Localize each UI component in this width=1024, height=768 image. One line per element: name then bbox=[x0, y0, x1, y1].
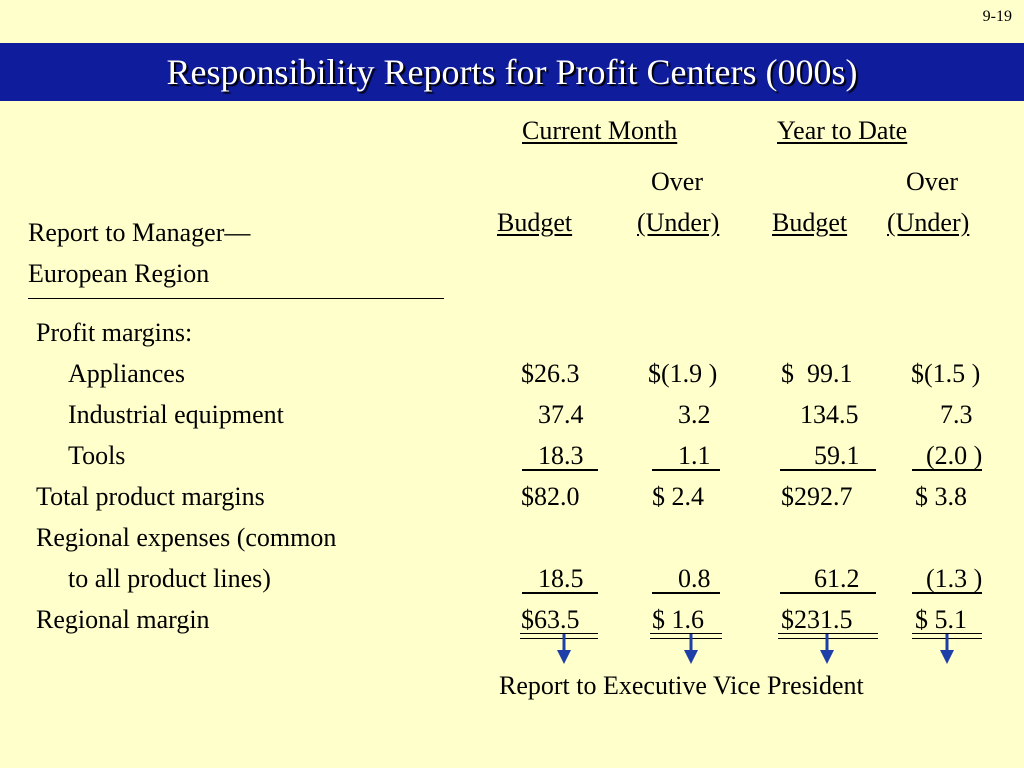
row-label-total: Total product margins bbox=[36, 482, 265, 511]
slide-number: 9-19 bbox=[982, 8, 1012, 25]
cell-regexp-cm-budget: 18.5 bbox=[538, 564, 584, 593]
cell-tools-cm-over: 1.1 bbox=[678, 441, 711, 470]
underline-tools-ytd-over bbox=[912, 469, 982, 471]
cell-industrial-ytd-over: 7.3 bbox=[940, 400, 973, 429]
cell-regexp-ytd-budget: 61.2 bbox=[814, 564, 860, 593]
cell-tools-cm-budget: 18.3 bbox=[538, 441, 584, 470]
cell-tools-ytd-over: (2.0 ) bbox=[926, 441, 983, 470]
section-divider bbox=[28, 298, 444, 299]
row-label-regional-expenses: Regional expenses (common bbox=[36, 523, 337, 552]
row-label-industrial: Industrial equipment bbox=[68, 400, 284, 429]
footer-note: Report to Executive Vice President bbox=[499, 671, 864, 700]
cell-industrial-cm-budget: 37.4 bbox=[538, 400, 584, 429]
header-over-ytd: Over bbox=[906, 167, 958, 196]
cell-appliances-cm-budget: $26.3 bbox=[521, 359, 580, 388]
underline-regexp-cm-budget bbox=[522, 592, 598, 594]
cell-total-cm-budget: $82.0 bbox=[521, 482, 580, 511]
row-label-tools: Tools bbox=[68, 441, 126, 470]
title-bar: Responsibility Reports for Profit Center… bbox=[0, 43, 1024, 101]
double-underline-cm-budget bbox=[520, 633, 598, 639]
cell-margin-ytd-budget: $231.5 bbox=[781, 605, 853, 634]
header-under-cm: (Under) bbox=[637, 208, 720, 237]
header-year-to-date: Year to Date bbox=[777, 116, 908, 145]
header-current-month: Current Month bbox=[522, 116, 678, 145]
cell-total-ytd-budget: $292.7 bbox=[781, 482, 853, 511]
header-budget-cm: Budget bbox=[497, 208, 573, 237]
row-label-regional-expenses-cont: to all product lines) bbox=[68, 564, 271, 593]
slide-title: Responsibility Reports for Profit Center… bbox=[166, 52, 858, 92]
row-label-appliances: Appliances bbox=[68, 359, 185, 388]
cell-total-ytd-over: $ 3.8 bbox=[915, 482, 967, 511]
underline-regexp-ytd-budget bbox=[780, 592, 876, 594]
cell-regexp-ytd-over: (1.3 ) bbox=[926, 564, 983, 593]
down-arrow-icon bbox=[940, 634, 954, 664]
cell-appliances-cm-over: $(1.9 ) bbox=[648, 359, 718, 388]
cell-appliances-ytd-budget: $ 99.1 bbox=[781, 359, 853, 388]
cell-tools-ytd-budget: 59.1 bbox=[814, 441, 860, 470]
header-over-cm: Over bbox=[651, 167, 703, 196]
cell-total-cm-over: $ 2.4 bbox=[652, 482, 704, 511]
down-arrow-icon bbox=[820, 634, 834, 664]
profit-margins-label: Profit margins: bbox=[36, 318, 193, 347]
underline-regexp-cm-over bbox=[652, 592, 720, 594]
underline-tools-ytd-budget bbox=[780, 469, 876, 471]
report-to-label: Report to Manager— bbox=[28, 218, 251, 247]
cell-margin-ytd-over: $ 5.1 bbox=[915, 605, 967, 634]
region-label: European Region bbox=[28, 259, 210, 288]
row-label-regional-margin: Regional margin bbox=[36, 605, 210, 634]
header-budget-ytd: Budget bbox=[772, 208, 848, 237]
underline-regexp-ytd-over bbox=[912, 592, 982, 594]
cell-margin-cm-budget: $63.5 bbox=[521, 605, 580, 634]
header-under-ytd: (Under) bbox=[887, 208, 970, 237]
double-underline-cm-over bbox=[650, 633, 722, 639]
underline-tools-cm-over bbox=[652, 469, 720, 471]
underline-tools-cm-budget bbox=[522, 469, 598, 471]
cell-margin-cm-over: $ 1.6 bbox=[652, 605, 704, 634]
cell-appliances-ytd-over: $(1.5 ) bbox=[911, 359, 981, 388]
cell-industrial-cm-over: 3.2 bbox=[678, 400, 711, 429]
down-arrow-icon bbox=[557, 634, 571, 664]
down-arrow-icon bbox=[684, 634, 698, 664]
cell-industrial-ytd-budget: 134.5 bbox=[800, 400, 859, 429]
cell-regexp-cm-over: 0.8 bbox=[678, 564, 711, 593]
